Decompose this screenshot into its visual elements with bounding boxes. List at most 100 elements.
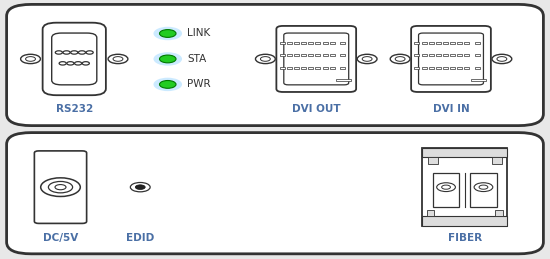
- Bar: [340, 67, 345, 69]
- Circle shape: [70, 51, 78, 54]
- Bar: [422, 216, 507, 226]
- Circle shape: [135, 185, 145, 190]
- Circle shape: [113, 57, 123, 61]
- Bar: [470, 173, 497, 207]
- Text: STA: STA: [187, 54, 206, 64]
- Text: FIBER: FIBER: [448, 233, 482, 243]
- Bar: [279, 42, 284, 44]
- Circle shape: [437, 183, 455, 192]
- Bar: [450, 42, 455, 44]
- Bar: [422, 54, 427, 56]
- Bar: [464, 42, 470, 44]
- Bar: [287, 42, 292, 44]
- Bar: [308, 67, 313, 69]
- Bar: [443, 42, 448, 44]
- Circle shape: [48, 182, 73, 193]
- Bar: [495, 211, 503, 216]
- Bar: [464, 67, 470, 69]
- Text: EDID: EDID: [126, 233, 155, 243]
- FancyBboxPatch shape: [7, 4, 543, 126]
- Circle shape: [67, 62, 74, 65]
- Circle shape: [55, 185, 66, 190]
- Bar: [322, 54, 327, 56]
- Bar: [450, 54, 455, 56]
- Circle shape: [479, 185, 488, 189]
- Bar: [427, 211, 434, 216]
- Bar: [308, 42, 313, 44]
- Circle shape: [59, 62, 67, 65]
- Bar: [422, 148, 507, 226]
- Bar: [471, 80, 486, 81]
- Bar: [436, 67, 441, 69]
- Bar: [422, 42, 427, 44]
- Bar: [301, 54, 306, 56]
- Circle shape: [492, 54, 512, 64]
- Bar: [458, 42, 462, 44]
- Circle shape: [21, 54, 41, 64]
- FancyBboxPatch shape: [52, 33, 97, 85]
- Bar: [422, 148, 507, 157]
- FancyBboxPatch shape: [43, 23, 106, 95]
- Bar: [322, 42, 327, 44]
- Circle shape: [26, 57, 36, 61]
- Bar: [443, 54, 448, 56]
- Bar: [308, 54, 313, 56]
- Bar: [329, 42, 334, 44]
- Bar: [315, 54, 320, 56]
- Circle shape: [55, 51, 63, 54]
- FancyBboxPatch shape: [7, 133, 543, 254]
- Bar: [340, 42, 345, 44]
- Bar: [458, 54, 462, 56]
- Bar: [322, 67, 327, 69]
- Bar: [443, 67, 448, 69]
- Circle shape: [153, 27, 182, 40]
- Text: DC/5V: DC/5V: [43, 233, 78, 243]
- Circle shape: [130, 183, 150, 192]
- Bar: [287, 67, 292, 69]
- Bar: [429, 67, 433, 69]
- Bar: [422, 67, 427, 69]
- Bar: [329, 54, 334, 56]
- Bar: [475, 54, 480, 56]
- Bar: [279, 67, 284, 69]
- Circle shape: [260, 57, 270, 61]
- Circle shape: [108, 54, 128, 64]
- FancyBboxPatch shape: [419, 33, 483, 85]
- Circle shape: [41, 178, 80, 197]
- Circle shape: [395, 57, 405, 61]
- Circle shape: [82, 62, 89, 65]
- Bar: [301, 67, 306, 69]
- Bar: [429, 54, 433, 56]
- Bar: [428, 157, 438, 164]
- Circle shape: [153, 78, 182, 91]
- Circle shape: [86, 51, 94, 54]
- Bar: [492, 157, 502, 164]
- Circle shape: [358, 54, 377, 64]
- Circle shape: [442, 185, 450, 189]
- Circle shape: [160, 30, 176, 37]
- Bar: [436, 54, 441, 56]
- Bar: [458, 67, 462, 69]
- Bar: [294, 54, 299, 56]
- Text: RS232: RS232: [56, 104, 93, 114]
- Bar: [315, 42, 320, 44]
- Circle shape: [63, 51, 70, 54]
- Bar: [315, 67, 320, 69]
- Circle shape: [153, 52, 182, 66]
- Bar: [475, 42, 480, 44]
- Bar: [415, 67, 419, 69]
- Circle shape: [255, 54, 275, 64]
- Bar: [415, 54, 419, 56]
- FancyBboxPatch shape: [34, 151, 87, 224]
- Circle shape: [497, 57, 507, 61]
- Circle shape: [78, 51, 86, 54]
- Circle shape: [160, 55, 176, 63]
- Text: DVI OUT: DVI OUT: [292, 104, 340, 114]
- Circle shape: [75, 62, 82, 65]
- Bar: [464, 54, 470, 56]
- Circle shape: [160, 81, 176, 88]
- Circle shape: [362, 57, 372, 61]
- Circle shape: [474, 183, 493, 192]
- FancyBboxPatch shape: [276, 26, 356, 92]
- Bar: [329, 67, 334, 69]
